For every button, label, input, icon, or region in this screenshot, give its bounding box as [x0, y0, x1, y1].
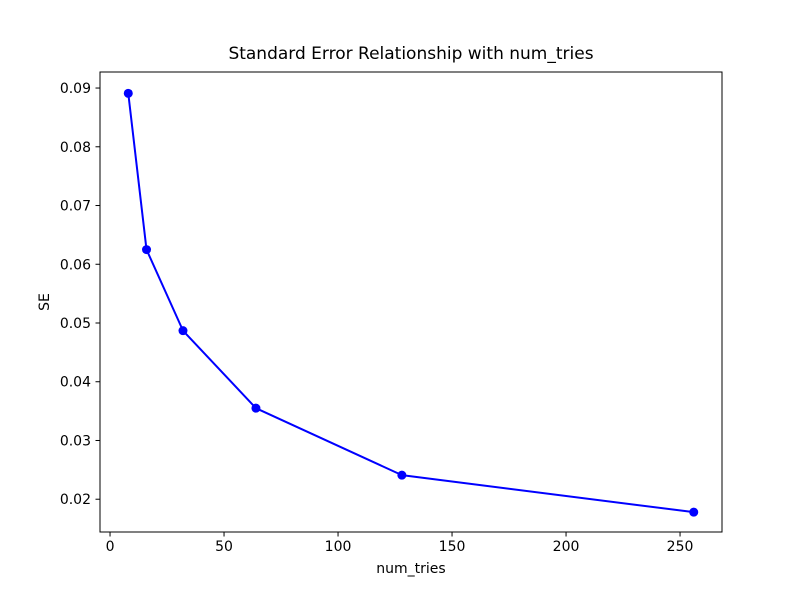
y-tick-label: 0.05 — [60, 316, 91, 332]
axes-spines — [99, 71, 723, 533]
data-point-marker — [251, 403, 261, 413]
y-tick-label: 0.08 — [60, 140, 91, 156]
x-tick-label: 250 — [667, 539, 694, 555]
y-tick-label: 0.04 — [60, 375, 91, 391]
y-tick-label: 0.06 — [60, 257, 91, 273]
data-point-marker — [142, 245, 152, 255]
data-point-marker — [178, 326, 188, 336]
y-tick-label: 0.02 — [60, 492, 91, 508]
series-line — [127, 93, 694, 514]
y-tick-label: 0.07 — [60, 199, 91, 215]
data-point-marker — [397, 470, 407, 480]
x-tick-label: 150 — [439, 539, 466, 555]
data-point-marker — [123, 88, 133, 98]
x-tick-label: 0 — [106, 539, 115, 555]
chart-title: Standard Error Relationship with num_tri… — [228, 44, 594, 64]
x-tick-label: 200 — [553, 539, 580, 555]
y-tick-label: 0.03 — [60, 433, 91, 449]
data-point-marker — [689, 507, 699, 517]
y-axis-label: SE — [37, 293, 53, 311]
y-tick-label: 0.09 — [60, 81, 91, 97]
x-tick-label: 100 — [325, 539, 352, 555]
x-axis-label: num_tries — [376, 561, 446, 577]
x-tick-label: 50 — [215, 539, 233, 555]
